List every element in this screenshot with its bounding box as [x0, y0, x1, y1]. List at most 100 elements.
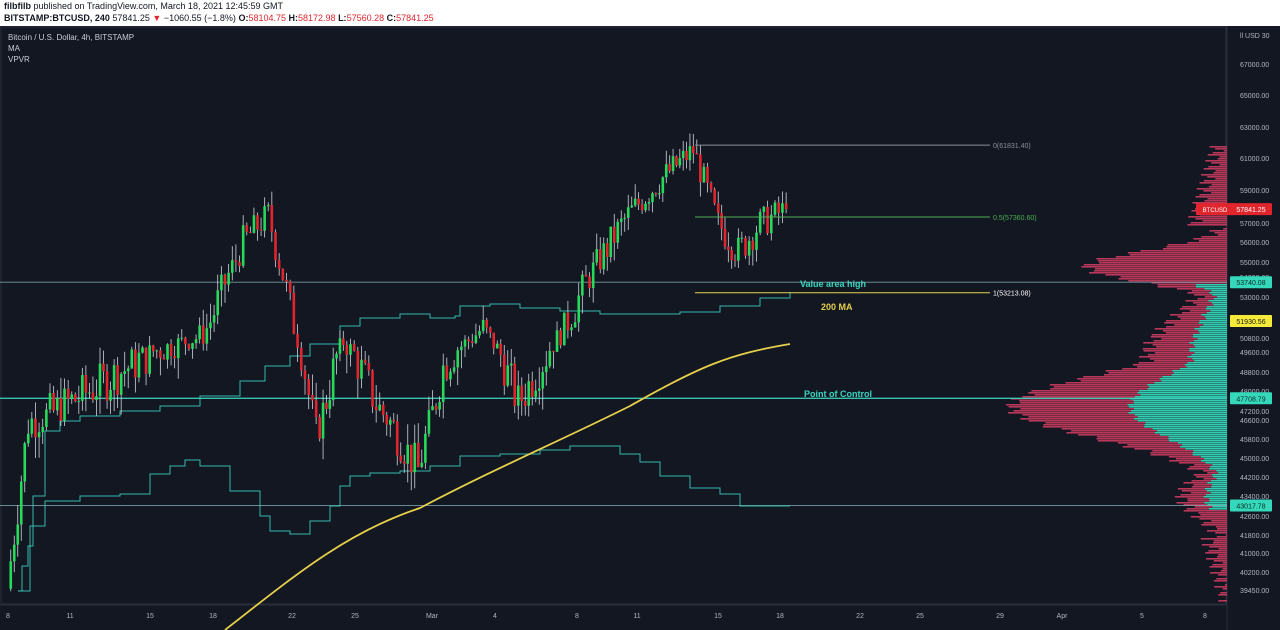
candle-body: [441, 365, 445, 403]
candle-body: [173, 356, 176, 359]
vp-bar-red: [1203, 470, 1217, 472]
vp-bar-teal: [1203, 324, 1227, 326]
vp-bar-red: [1105, 274, 1227, 276]
candle-body: [205, 328, 209, 344]
vp-bar-teal: [1192, 358, 1227, 360]
vp-bar-red: [1193, 238, 1227, 240]
indicator-ma[interactable]: MA: [8, 44, 20, 53]
candle-body: [256, 215, 259, 230]
val-price-tag: 43017.78: [1236, 504, 1265, 511]
price-tick-label: 59000.00: [1240, 188, 1269, 195]
time-tick-label: 15: [146, 613, 154, 620]
candle-body: [220, 274, 223, 291]
candle-body: [566, 312, 570, 331]
vp-bar-red: [1006, 404, 1128, 406]
vp-bar-red: [1222, 568, 1227, 570]
candle-body: [144, 347, 148, 374]
vp-bar-teal: [1206, 494, 1227, 496]
candle-body: [688, 146, 692, 161]
candle-body: [363, 359, 367, 364]
indicator-vpvr[interactable]: VPVR: [8, 55, 30, 64]
vp-bar-red: [1209, 146, 1227, 148]
price-axis[interactable]: 39450.00 40200.00 41000.00 41800.00 42600.00…: [1196, 33, 1272, 595]
vp-bar-teal: [1184, 364, 1227, 366]
vp-bar-red: [1096, 438, 1169, 440]
vp-bar-red: [1203, 522, 1227, 524]
candle-body: [573, 322, 577, 328]
vp-bar-teal: [1197, 338, 1227, 340]
candlesticks[interactable]: [9, 133, 788, 592]
candle-body: [299, 347, 303, 371]
candle-body: [699, 154, 702, 183]
vp-bar-red: [1211, 184, 1227, 186]
vp-bar-red: [1154, 360, 1195, 362]
vp-bar-red: [1162, 330, 1199, 332]
vp-bar-teal: [1193, 340, 1227, 342]
vp-bar-teal: [1194, 352, 1227, 354]
chart-frame: [0, 26, 1228, 630]
candle-body: [399, 455, 403, 462]
vp-bar-red: [1218, 594, 1227, 596]
candle-body: [544, 366, 548, 373]
fib-05-label: 0.5(57360.60): [993, 215, 1037, 222]
vp-bar-red: [1049, 384, 1148, 386]
price-tick-label: 67000.00: [1240, 62, 1269, 69]
candle-body: [281, 268, 285, 280]
vp-bar-red: [1203, 478, 1217, 480]
candle-body: [581, 274, 584, 296]
val-price-tag-bg: [1230, 499, 1272, 512]
vp-bar-red: [1178, 462, 1206, 464]
candle-body: [151, 345, 155, 352]
candle-body: [59, 398, 63, 421]
btcusd-symbol-tag-bg: [1196, 203, 1234, 216]
price-chart[interactable]: 0(61831.40) 0.5(57360.60) 1(53213.08) Value…: [0, 26, 1280, 630]
candle-body: [296, 333, 299, 348]
vp-bar-teal: [1189, 350, 1227, 352]
fib-0-label: 0(61831.40): [993, 143, 1031, 150]
vp-bar-teal: [1149, 386, 1227, 388]
vp-bar-teal: [1203, 496, 1227, 498]
candle-body: [661, 177, 665, 194]
vp-bar-teal: [1177, 442, 1227, 444]
candle-body: [616, 221, 620, 243]
price-tick-label: 45000.00: [1240, 456, 1269, 463]
candle-body: [95, 396, 98, 400]
time-axis[interactable]: 8 11 15 18 22 25 Mar 4 8 11 15 18 22 25 29 Apr 5 8: [6, 613, 1207, 620]
vp-bar-teal: [1159, 378, 1227, 380]
candle-body: [91, 392, 95, 400]
candle-body: [184, 337, 187, 345]
vp-bar-red: [1180, 494, 1207, 496]
vp-bar-teal: [1206, 318, 1227, 320]
price-tick-label: 45800.00: [1240, 437, 1269, 444]
vp-bar-red: [1222, 562, 1227, 564]
vp-bar-teal: [1213, 476, 1227, 478]
vp-bar-teal: [1209, 498, 1227, 500]
candle-body: [241, 225, 245, 266]
candle-body: [227, 272, 230, 285]
vp-bar-red: [1216, 578, 1227, 580]
vp-bar-teal: [1134, 414, 1227, 416]
vp-bar-red: [1213, 580, 1227, 582]
price-tick-label: 63000.00: [1240, 125, 1269, 132]
price-tick-label: 49600.00: [1240, 350, 1269, 357]
vp-bar-red: [1183, 482, 1208, 484]
time-tick-label: 25: [916, 613, 924, 620]
candle-body: [452, 367, 456, 372]
time-tick-label: 18: [776, 613, 784, 620]
author-name[interactable]: filbfilb: [4, 1, 31, 11]
vp-bar-red: [1129, 254, 1227, 256]
vp-bar-red: [1204, 200, 1227, 202]
vp-bar-red: [1149, 358, 1193, 360]
vp-bar-red: [1212, 564, 1227, 566]
candle-body: [570, 327, 573, 331]
vp-bar-red: [1183, 504, 1208, 506]
vp-bar-red: [1157, 286, 1196, 288]
vp-bar-red: [1187, 242, 1227, 244]
candle-body: [335, 353, 338, 359]
vp-bar-teal: [1144, 424, 1227, 426]
vp-bar-teal: [1198, 322, 1227, 324]
vp-bar-red: [1078, 434, 1161, 436]
vp-bar-red: [1196, 188, 1227, 190]
vp-bar-red: [1195, 218, 1227, 220]
vah-price-tag: 53740.08: [1236, 280, 1265, 287]
